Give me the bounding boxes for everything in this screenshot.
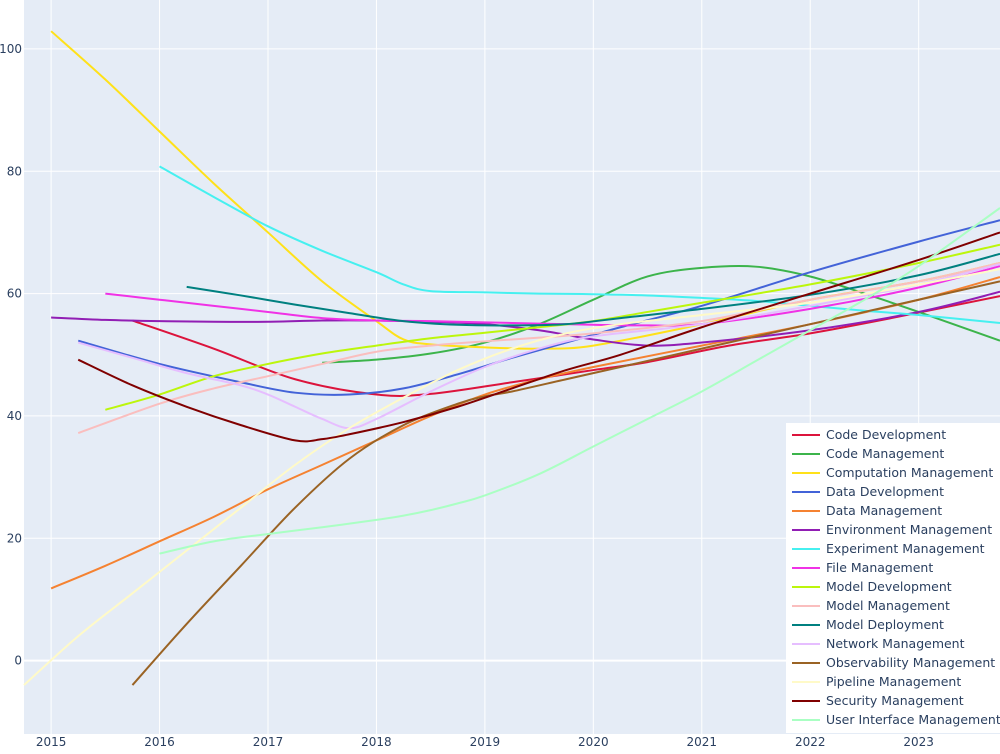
legend-label: Computation Management <box>826 465 993 480</box>
x-tick-label: 2016 <box>144 735 175 749</box>
x-tick-label: 2020 <box>578 735 609 749</box>
y-tick-label: 80 <box>7 164 22 178</box>
legend-label: Environment Management <box>826 522 992 537</box>
series-line-environment-management <box>51 290 1000 347</box>
legend-label: Experiment Management <box>826 541 985 556</box>
series-line-model-development <box>105 243 1000 411</box>
series-line-file-management <box>105 265 1000 327</box>
legend-label: Data Development <box>826 484 944 499</box>
legend: Code Development Code Management Computati… <box>786 423 1000 733</box>
y-tick-label: 0 <box>14 654 22 668</box>
x-tick-label: 2021 <box>687 735 718 749</box>
x-tick-label: 2022 <box>795 735 826 749</box>
x-tick-label: 2015 <box>36 735 67 749</box>
legend-label: Pipeline Management <box>826 674 961 689</box>
legend-label: Code Management <box>826 446 944 461</box>
series-line-model-deployment <box>186 252 1000 327</box>
x-tick-label: 2017 <box>253 735 284 749</box>
legend-label: Data Management <box>826 503 942 518</box>
legend-label: Model Deployment <box>826 617 944 632</box>
legend-label: Model Management <box>826 598 950 613</box>
x-tick-label: 2019 <box>470 735 501 749</box>
series-line-experiment-management <box>159 165 1000 324</box>
legend-label: Code Development <box>826 427 946 442</box>
legend-label: Network Management <box>826 636 965 651</box>
y-axis-ticks: 0 20 40 60 80 100 <box>0 42 22 668</box>
series-lines <box>23 30 1000 686</box>
legend-label: Observability Management <box>826 655 995 670</box>
legend-label: Model Development <box>826 579 952 594</box>
legend-label: User Interface Management <box>826 712 1000 727</box>
legend-label: File Management <box>826 560 933 575</box>
series-line-security-management <box>77 231 1000 443</box>
x-tick-label: 2018 <box>361 735 392 749</box>
series-line-network-management <box>77 263 1000 430</box>
series-line-user-interface-management <box>159 207 1000 555</box>
y-tick-label: 40 <box>7 409 22 423</box>
x-tick-label: 2023 <box>903 735 934 749</box>
series-line-pipeline-management <box>23 268 1000 686</box>
y-tick-label: 60 <box>7 287 22 301</box>
legend-box <box>786 423 1000 733</box>
x-axis-ticks: 2015 2016 2017 2018 2019 2020 2021 2022 2023 <box>36 735 934 749</box>
y-tick-label: 20 <box>7 531 22 545</box>
series-line-model-management <box>77 262 1000 435</box>
legend-label: Security Management <box>826 693 964 708</box>
y-tick-label: 100 <box>0 42 22 56</box>
